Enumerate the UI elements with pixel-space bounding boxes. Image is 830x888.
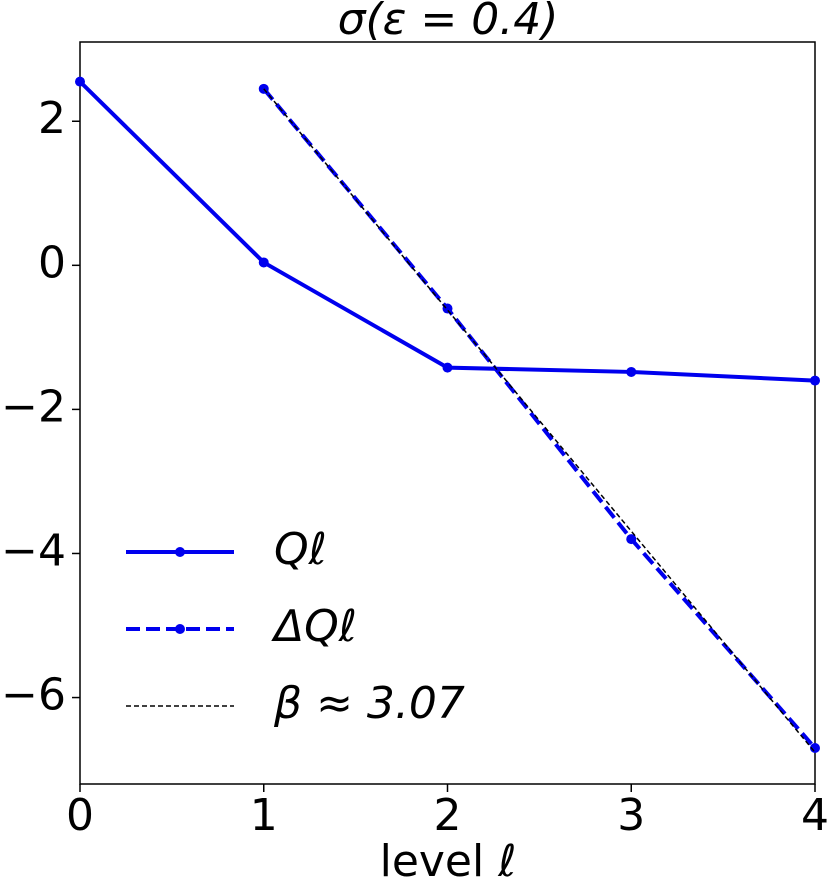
x-tick-label: 4 (801, 790, 829, 841)
legend-marker (175, 624, 185, 634)
y-tick-label: −4 (1, 525, 66, 576)
point (258, 257, 269, 268)
x-tick-label: 1 (250, 790, 278, 841)
y-tick-label: 2 (38, 93, 66, 144)
plot-frame (79, 41, 816, 785)
point (442, 362, 453, 373)
legend-label: β ≈ 3.07 (273, 678, 465, 729)
y-tick-label: 0 (38, 237, 66, 288)
legend-marker (175, 547, 185, 557)
y-tick-label: −2 (1, 381, 66, 432)
legend-label: ΔQℓ (271, 601, 357, 652)
y-tick-label: −6 (1, 670, 66, 721)
x-axis-label: level ℓ (380, 836, 517, 887)
legend-label: Qℓ (274, 524, 327, 575)
x-tick-label: 0 (66, 790, 94, 841)
series-line (78, 80, 816, 383)
point (75, 76, 85, 87)
point (810, 742, 820, 753)
x-tick-label: 3 (617, 790, 645, 841)
chart-title: σ(ε = 0.4) (338, 0, 559, 45)
series-line (262, 87, 817, 750)
x-tick-label: 2 (434, 790, 462, 841)
point (626, 366, 637, 377)
point (626, 534, 637, 545)
point (810, 375, 820, 386)
